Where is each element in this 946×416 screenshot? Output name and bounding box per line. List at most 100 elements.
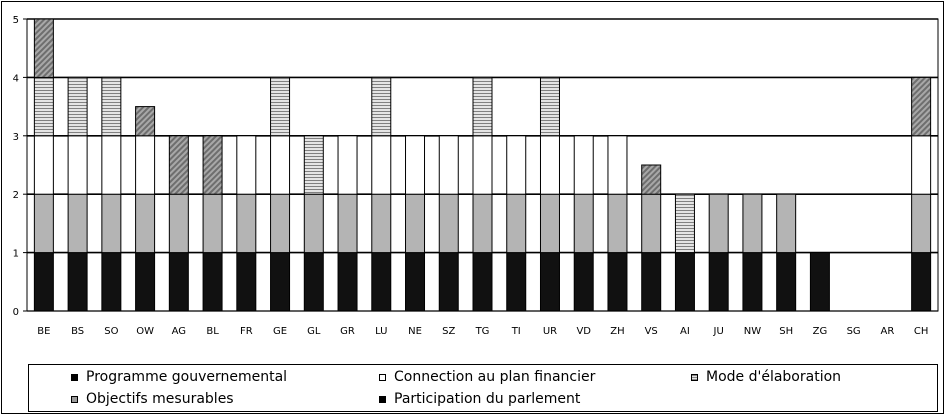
x-tick-label: SO (104, 326, 118, 337)
bar-segment-ag-2 (168, 193, 189, 254)
bar-segment-ju-1 (708, 252, 729, 312)
bar-segment-lu-2 (371, 193, 392, 254)
bar-segment-gr-3 (337, 135, 358, 195)
x-tick-label: SZ (442, 326, 455, 337)
grey-square-icon (71, 395, 78, 403)
bar-segment-ai-4 (674, 193, 695, 254)
bar-segment-ge-4 (270, 76, 291, 137)
legend-label: Programme gouvernemental (86, 369, 288, 385)
x-tick-label: SG (847, 326, 861, 337)
x-tick-label: BE (37, 326, 50, 337)
x-tick-label: VS (645, 326, 658, 337)
bar-segment-bs-1 (67, 252, 88, 312)
bar-segment-ne-2 (405, 193, 426, 254)
y-tick-label: 5 (13, 15, 19, 26)
x-tick-label: AG (172, 326, 186, 337)
bar-segment-bs-3 (67, 135, 88, 195)
x-tick-label: VD (576, 326, 591, 337)
x-tick-label: TI (511, 326, 521, 337)
bar-segment-lu-3 (371, 135, 392, 195)
bar-segment-ur-3 (539, 135, 560, 195)
x-tick-label: BL (206, 326, 219, 337)
y-tick-label: 1 (13, 249, 19, 260)
bar-segment-tg-4 (472, 76, 493, 137)
bar-segment-sz-3 (438, 135, 459, 195)
black-square-icon (71, 373, 78, 381)
legend-item-part: Participation du parlement (379, 391, 580, 407)
bar-segment-zg-1 (809, 252, 830, 312)
bar-segment-ti-3 (506, 135, 527, 195)
bar-segment-ti-1 (506, 252, 527, 312)
bar-segment-tg-2 (472, 193, 493, 254)
bar-segment-vs-5 (641, 164, 662, 195)
bar-segment-ag-5 (168, 135, 189, 195)
bar-segment-ow-2 (135, 193, 156, 254)
bar-segment-bs-4 (67, 76, 88, 137)
bar-segment-nw-1 (742, 252, 763, 312)
chart-plot: 0 1 2 3 4 5 BE BS SO OW AG BL FR GE GL GR LU NE SZ TG TI UR VD… (13, 15, 939, 337)
y-tick-label: 2 (13, 190, 19, 201)
bar-segment-bl-1 (202, 252, 223, 312)
bar-segment-vs-2 (641, 193, 662, 254)
legend-item-gouv: Programme gouvernemental (71, 369, 287, 385)
bar-segment-ai-1 (674, 252, 695, 312)
bar-segment-nw-2 (742, 193, 763, 254)
legend-label: Mode d'élaboration (706, 369, 842, 385)
x-tick-label: OW (136, 326, 154, 337)
bar-segment-gl-2 (303, 193, 324, 254)
bar-segment-zh-3 (607, 135, 628, 195)
bar-segment-vd-3 (573, 135, 594, 195)
legend-label: Participation du parlement (394, 391, 581, 407)
bar-segment-so-4 (101, 76, 122, 137)
bar-segment-so-3 (101, 135, 122, 195)
bar-segment-be-4 (33, 76, 54, 137)
bar-segment-ag-1 (168, 252, 189, 312)
bar-segment-sz-2 (438, 193, 459, 254)
bar-segment-ge-1 (270, 252, 291, 312)
bar-segment-tg-3 (472, 135, 493, 195)
bar-segment-gl-4 (303, 135, 324, 195)
bar-segment-bl-2 (202, 193, 223, 254)
bar-segment-sh-1 (776, 252, 797, 312)
black-square-icon (379, 395, 386, 403)
bar-segment-bl-5 (202, 135, 223, 195)
legend-item-conn: Connection au plan financier (379, 369, 595, 385)
bar-segment-lu-1 (371, 252, 392, 312)
bar-segment-ch-3 (911, 135, 932, 195)
x-tick-label: ZG (813, 326, 828, 337)
x-tick-label: TG (475, 326, 490, 337)
bar-segment-vd-2 (573, 193, 594, 254)
x-tick-label: JU (713, 326, 724, 337)
bar-segment-sh-2 (776, 193, 797, 254)
bar-segment-ch-2 (911, 193, 932, 254)
legend-item-mode: Mode d'élaboration (691, 369, 841, 385)
bar-segment-ow-5 (135, 106, 156, 137)
bar-segment-ge-3 (270, 135, 291, 195)
bar-segment-lu-4 (371, 76, 392, 137)
bar-segment-zh-1 (607, 252, 628, 312)
bar-segment-ur-2 (539, 193, 560, 254)
x-tick-label: GE (273, 326, 287, 337)
legend: Programme gouvernemental Connection au p… (28, 364, 938, 412)
x-tick-label: GL (307, 326, 321, 337)
bar-segment-vs-1 (641, 252, 662, 312)
x-tick-label: AI (680, 326, 690, 337)
x-tick-label: FR (240, 326, 253, 337)
bar-segment-gr-1 (337, 252, 358, 312)
y-tick-label: 4 (13, 73, 19, 84)
bar-segment-so-1 (101, 252, 122, 312)
x-tick-label: BS (71, 326, 84, 337)
bar-segment-ur-4 (539, 76, 560, 137)
x-tick-label: GR (340, 326, 355, 337)
bar-segment-sz-1 (438, 252, 459, 312)
bar-segment-ne-1 (405, 252, 426, 312)
bar-segment-zh-2 (607, 193, 628, 254)
x-tick-label: NE (408, 326, 422, 337)
bar-segment-bs-2 (67, 193, 88, 254)
legend-label: Connection au plan financier (394, 369, 596, 385)
x-tick-label: LU (375, 326, 387, 337)
bar-segment-fr-3 (236, 135, 257, 195)
bar-segment-vd-1 (573, 252, 594, 312)
bar-segment-ow-1 (135, 252, 156, 312)
